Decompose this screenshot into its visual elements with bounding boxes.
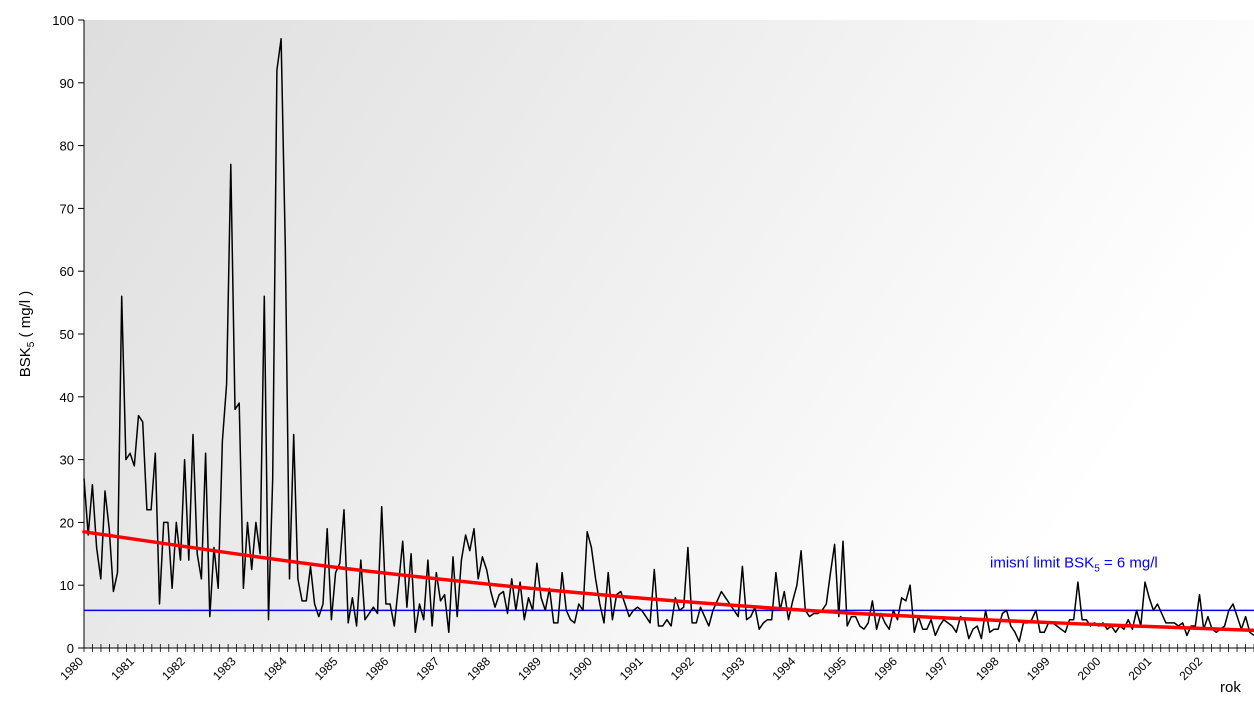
x-tick-label: 1982 — [159, 654, 188, 683]
y-tick-label: 70 — [60, 201, 74, 216]
y-tick-label: 40 — [60, 390, 74, 405]
limit-label-sub: 5 — [1094, 563, 1100, 574]
y-tick-label: 90 — [60, 76, 74, 91]
x-tick-label: 1990 — [566, 654, 595, 683]
x-tick-label: 1981 — [108, 654, 137, 683]
limit-label-rest: = 6 mg/l — [1100, 554, 1158, 571]
x-tick-label: 2000 — [1075, 654, 1104, 683]
y-tick-label: 60 — [60, 264, 74, 279]
x-tick-label: 1996 — [871, 654, 900, 683]
x-tick-label: 1992 — [668, 654, 697, 683]
x-tick-label: 1989 — [515, 654, 544, 683]
x-tick-label: 1999 — [1024, 654, 1053, 683]
x-tick-label: 2002 — [1176, 654, 1205, 683]
y-tick-label: 20 — [60, 515, 74, 530]
x-tick-label: 1993 — [719, 654, 748, 683]
y-axis-label-sub: 5 — [26, 341, 37, 347]
x-tick-label: 1994 — [770, 654, 799, 683]
y-tick-label: 0 — [67, 641, 74, 656]
x-tick-label: 1983 — [210, 654, 239, 683]
trend-line — [82, 530, 1254, 633]
x-tick-label: 1984 — [261, 654, 290, 683]
plot-area — [84, 20, 1254, 648]
x-tick-label: 1997 — [922, 654, 951, 683]
limit-label: imisní limit BSK5 = 6 mg/l — [990, 554, 1158, 574]
y-tick-label: 10 — [60, 578, 74, 593]
y-tick-label: 80 — [60, 139, 74, 154]
x-axis-label: rok — [1220, 679, 1241, 696]
x-tick-label: 1991 — [617, 654, 646, 683]
y-axis-label-unit: ( mg/l ) — [17, 291, 34, 342]
y-tick-label: 50 — [60, 327, 74, 342]
y-axis-label-main: BSK — [17, 347, 34, 377]
x-tick-label: 1995 — [820, 654, 849, 683]
y-tick-label: 100 — [52, 13, 74, 28]
x-tick-label: 1986 — [363, 654, 392, 683]
y-axis-label: BSK5 ( mg/l ) — [17, 291, 37, 377]
x-tick-label: 1988 — [464, 654, 493, 683]
x-tick-label: 1985 — [312, 654, 341, 683]
y-axis: 0 10 20 30 40 50 60 70 80 90 100 — [52, 13, 85, 656]
limit-label-main: imisní limit BSK — [990, 554, 1094, 571]
x-tick-label: 1998 — [973, 654, 1002, 683]
x-tick-label: 1987 — [413, 654, 442, 683]
y-tick-label: 30 — [60, 453, 74, 468]
x-tick-label: 1980 — [57, 654, 86, 683]
series-line — [83, 38, 1254, 643]
x-tick-label: 2001 — [1126, 654, 1155, 683]
x-axis: 1980 1981 1982 1983 1984 1985 1986 1987 1988 1989… — [57, 644, 1254, 683]
